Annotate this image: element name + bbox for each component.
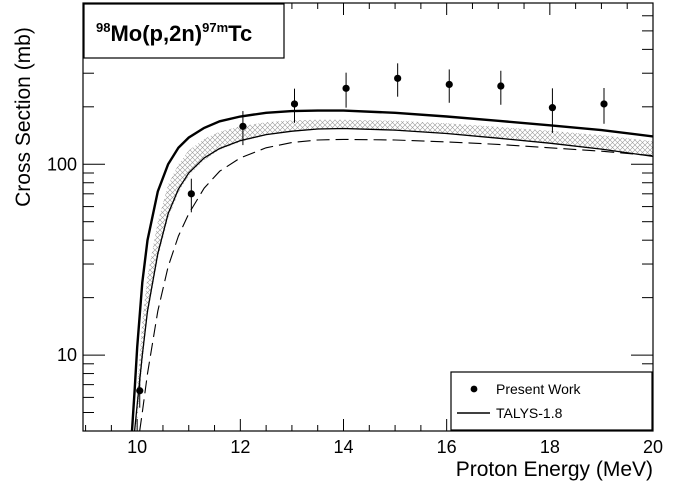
chart-title: 98Mo(p,2n)97mTc [96,20,252,46]
title-product: Tc [228,21,252,46]
legend-box [450,371,653,431]
data-point-5 [394,74,402,82]
title-reaction: Mo(p,2n) [110,21,202,46]
talys-line [133,127,653,431]
x-tick-label: 14 [333,437,353,457]
x-tick-label: 12 [230,437,250,457]
legend: Present Work TALYS-1.8 [450,371,653,431]
y-axis-label: Cross Section (mb) [12,27,35,207]
y-tick-label: 100 [47,154,77,174]
data-point-6 [445,80,453,89]
data-point-7 [497,82,505,90]
x-axis-label: Proton Energy (MeV) [456,458,653,481]
calculation-line-dashed [139,138,653,431]
x-tick-label: 16 [437,437,457,457]
data-point-3 [290,100,299,108]
chart-title-box: 98Mo(p,2n)97mTc [83,3,285,59]
data-point-9 [600,100,608,108]
y-tick-label: 10 [57,345,77,365]
title-superscript-mass: 98 [96,20,110,35]
x-tick-label: 20 [643,437,663,457]
data-point-2 [239,122,247,130]
plot-frame [82,2,654,432]
x-tick-label: 10 [127,437,147,457]
calculation-line-thick [130,109,653,431]
x-tick-label: 18 [540,437,560,457]
data-point-0 [136,387,144,395]
legend-label-present-work: Present Work [496,381,582,397]
legend-marker-point [470,385,478,393]
title-superscript-isomer: 97m [202,20,228,35]
data-point-4 [342,84,350,92]
legend-label-talys: TALYS-1.8 [496,405,563,421]
data-point-1 [187,190,195,198]
data-point-8 [548,104,557,112]
